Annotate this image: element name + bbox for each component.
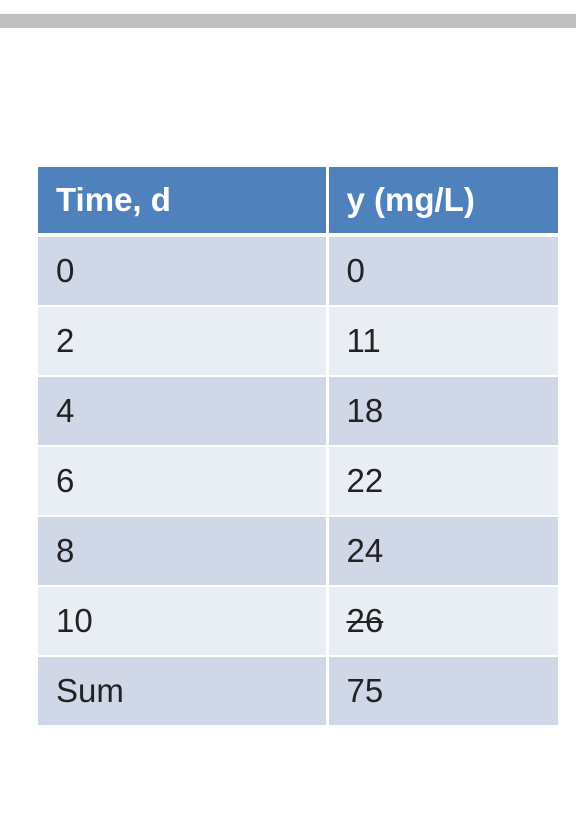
cell-time: 4 xyxy=(38,375,327,446)
cell-sum-value: 75 xyxy=(325,655,558,725)
cell-time: 2 xyxy=(38,305,327,376)
table-row: 6 22 xyxy=(38,445,558,516)
cell-time: 6 xyxy=(38,445,327,516)
table-row: 0 0 xyxy=(38,234,558,306)
cell-y: 24 xyxy=(325,515,558,586)
data-table: Time, d y (mg/L) 0 0 2 11 4 18 6 22 8 24… xyxy=(38,167,558,725)
header-y: y (mg/L) xyxy=(325,167,558,237)
table-row: 8 24 xyxy=(38,515,558,586)
header-time: Time, d xyxy=(38,167,327,237)
cell-time: 10 xyxy=(38,585,327,656)
cell-sum-label: Sum xyxy=(38,655,327,725)
struck-value: 26 xyxy=(346,602,384,639)
cell-time: 0 xyxy=(38,234,327,306)
cell-y: 0 xyxy=(325,234,558,306)
cell-y: 22 xyxy=(325,445,558,516)
table-row: 4 18 xyxy=(38,375,558,446)
table-row-sum: Sum 75 xyxy=(38,655,558,725)
table-header-row: Time, d y (mg/L) xyxy=(38,167,558,237)
cell-y: 11 xyxy=(325,305,558,376)
top-divider-bar xyxy=(0,14,576,28)
table-row: 10 26 xyxy=(38,585,558,656)
table-row: 2 11 xyxy=(38,305,558,376)
cell-y: 18 xyxy=(325,375,558,446)
cell-time: 8 xyxy=(38,515,327,586)
cell-y: 26 xyxy=(325,585,558,656)
